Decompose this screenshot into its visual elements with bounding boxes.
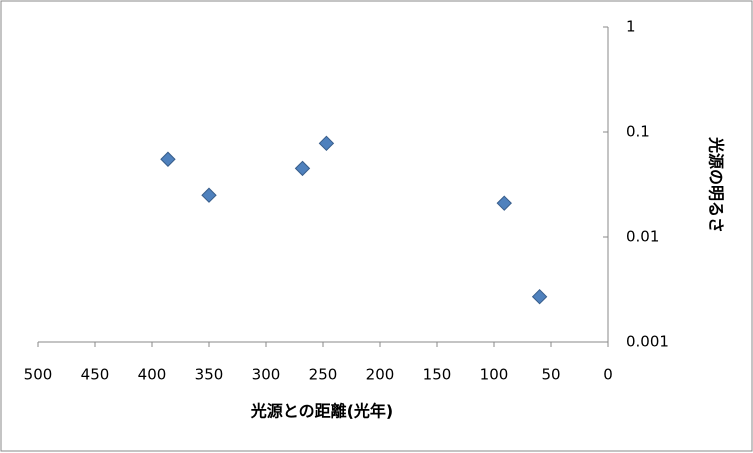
- x-axis-title: 光源との距離(光年): [250, 402, 393, 421]
- scatter-point: [531, 288, 548, 305]
- scatter-point: [201, 187, 217, 203]
- scatter-point: [294, 160, 311, 177]
- x-tick-label: 100: [480, 366, 509, 384]
- x-tick-label: 0: [603, 366, 613, 384]
- scatter-point: [318, 135, 335, 152]
- x-tick-label: 50: [541, 366, 560, 384]
- y-tick-label: 0.001: [626, 333, 669, 351]
- x-tick-label: 350: [195, 366, 224, 384]
- y-axis-title: 光源の明るさ: [707, 136, 726, 233]
- y-tick-label: 0.01: [626, 228, 659, 246]
- x-tick-label: 450: [81, 366, 110, 384]
- x-tick-label: 400: [138, 366, 167, 384]
- x-tick-label: 200: [366, 366, 395, 384]
- x-tick-label: 300: [252, 366, 281, 384]
- x-tick-label: 500: [24, 366, 53, 384]
- x-tick-label: 150: [423, 366, 452, 384]
- scatter-point: [160, 151, 176, 167]
- y-tick-label: 0.1: [626, 123, 650, 141]
- scatter-point: [496, 195, 512, 211]
- x-tick-label: 250: [309, 366, 338, 384]
- y-tick-label: 1: [626, 18, 636, 36]
